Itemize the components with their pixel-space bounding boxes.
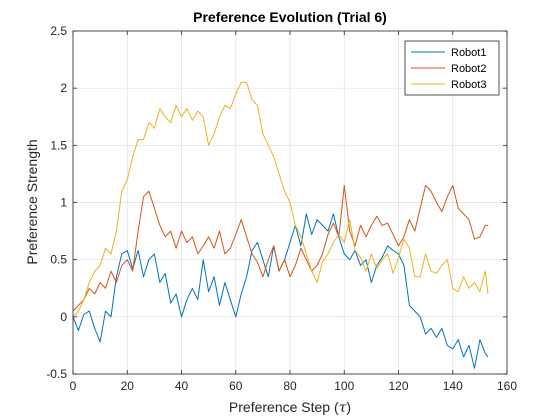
- series-line-robot3: [72, 81, 489, 318]
- x-tick-label: 40: [175, 379, 189, 393]
- y-tick-labels: -0.5 0 0.5 1 1.5 2 2.5: [46, 24, 67, 381]
- series-line-robot2: [72, 184, 488, 312]
- y-axis-label: Preference Strength: [24, 139, 40, 264]
- x-tick-labels: 0 20 40 60 80 100 120 140 160: [70, 379, 518, 393]
- x-tick-label: 0: [70, 379, 77, 393]
- x-tick-label: 140: [443, 379, 463, 393]
- x-axis-label-close: ): [346, 399, 351, 415]
- x-axis-label: Preference Step (τ): [229, 399, 351, 416]
- x-tick-label: 60: [229, 379, 243, 393]
- y-tick-label: 2.5: [50, 24, 67, 38]
- x-tick-label: 80: [283, 379, 297, 393]
- legend-label-robot3: Robot3: [451, 79, 486, 91]
- y-tick-label: -0.5: [46, 367, 67, 381]
- x-axis-label-text: Preference Step (: [229, 399, 339, 415]
- y-tick-label: 0: [60, 310, 67, 324]
- y-tick-label: 2: [60, 81, 67, 95]
- series-layer: [72, 81, 489, 369]
- legend-label-robot2: Robot2: [451, 63, 486, 75]
- x-tick-label: 160: [497, 379, 517, 393]
- ticks: [72, 30, 508, 375]
- chart-title: Preference Evolution (Trial 6): [193, 9, 387, 25]
- x-tick-label: 120: [388, 379, 408, 393]
- y-tick-label: 1.5: [50, 138, 67, 152]
- x-tick-label: 100: [334, 379, 354, 393]
- y-tick-label: 0.5: [50, 253, 67, 267]
- x-tick-label: 20: [121, 379, 135, 393]
- legend-label-robot1: Robot1: [451, 47, 486, 59]
- x-axis-label-symbol: τ: [339, 400, 347, 416]
- y-tick-label: 1: [60, 196, 67, 210]
- legend: Robot1 Robot2 Robot3: [404, 40, 500, 96]
